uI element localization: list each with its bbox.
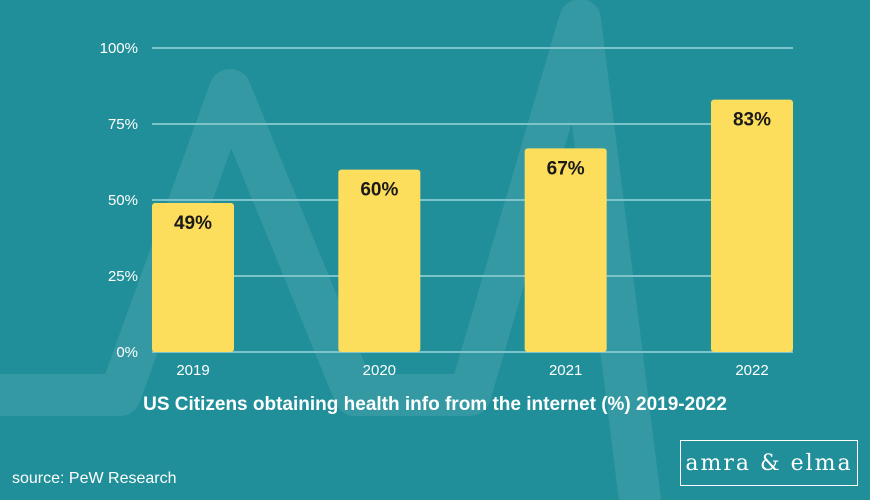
bar [711,99,793,353]
bar [338,169,421,352]
bar [152,203,234,352]
chart-title: US Citizens obtaining health info from t… [143,394,727,415]
data-label: 49% [174,213,212,234]
y-tick-label: 75% [108,116,138,133]
y-axis: 0% 25% 50% 75% 100% [100,40,138,361]
gridlines [152,47,793,353]
data-label: 60% [360,180,398,201]
background-decoration [0,0,661,500]
bar [524,148,607,352]
x-tick-label: 2019 [176,362,209,379]
y-tick-label: 50% [108,192,138,209]
y-tick-label: 25% [108,268,138,285]
data-labels: 49% 60% 67% 83% [174,110,771,234]
y-tick-label: 0% [116,344,138,361]
data-label: 67% [547,158,585,179]
brand-logo: amra & elma [680,440,858,486]
x-tick-label: 2022 [735,362,768,379]
x-tick-label: 2020 [363,362,396,379]
data-label: 83% [733,110,771,131]
bars [152,99,793,353]
source-note: source: PeW Research [12,470,177,487]
x-axis: 2019 2020 2021 2022 [176,362,768,379]
y-tick-label: 100% [100,40,138,57]
x-tick-label: 2021 [549,362,582,379]
